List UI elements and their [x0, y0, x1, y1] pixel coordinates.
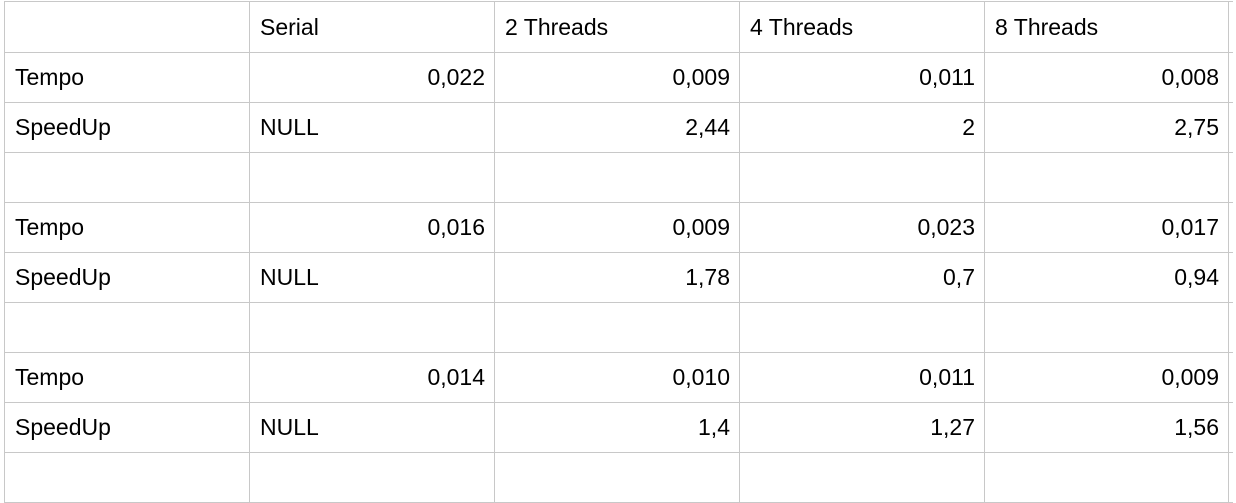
table-cell[interactable]: 0,009 [494, 52, 740, 103]
table-cell[interactable] [739, 302, 985, 353]
edge-cell[interactable] [1228, 352, 1233, 403]
edge-cell[interactable] [1228, 52, 1233, 103]
table-cell[interactable] [494, 302, 740, 353]
table-cell[interactable]: 0,023 [739, 202, 985, 253]
header-cell-corner[interactable] [4, 1, 250, 53]
table-cell[interactable]: 1,27 [739, 402, 985, 453]
table-cell[interactable] [739, 452, 985, 503]
table-cell[interactable] [984, 152, 1229, 203]
header-row: Serial 2 Threads 4 Threads 8 Threads [4, 1, 1233, 53]
table-cell[interactable] [984, 452, 1229, 503]
table-cell[interactable]: 0,009 [494, 202, 740, 253]
row-label-cell[interactable]: SpeedUp [4, 402, 250, 453]
table-cell[interactable]: 0,009 [984, 352, 1229, 403]
row-label-cell[interactable] [4, 452, 250, 503]
table-cell[interactable]: 0,010 [494, 352, 740, 403]
table-cell[interactable]: 0,014 [249, 352, 495, 403]
table-cell[interactable] [494, 452, 740, 503]
header-cell-4-threads[interactable]: 4 Threads [739, 1, 985, 53]
edge-cell[interactable] [1228, 1, 1233, 53]
spreadsheet-body: Serial 2 Threads 4 Threads 8 Threads Tem… [4, 1, 1233, 503]
table-row: Tempo 0,016 0,009 0,023 0,017 [4, 202, 1233, 253]
table-row: SpeedUp NULL 2,44 2 2,75 [4, 102, 1233, 153]
row-label-cell[interactable] [4, 302, 250, 353]
table-cell[interactable]: 1,56 [984, 402, 1229, 453]
table-cell[interactable]: 0,7 [739, 252, 985, 303]
row-label-cell[interactable]: SpeedUp [4, 252, 250, 303]
row-label-cell[interactable]: Tempo [4, 352, 250, 403]
row-label-cell[interactable]: SpeedUp [4, 102, 250, 153]
table-row [4, 152, 1233, 203]
table-row: SpeedUp NULL 1,4 1,27 1,56 [4, 402, 1233, 453]
row-label-cell[interactable]: Tempo [4, 202, 250, 253]
table-cell[interactable] [494, 152, 740, 203]
table-cell[interactable] [249, 302, 495, 353]
header-cell-serial[interactable]: Serial [249, 1, 495, 53]
table-cell[interactable]: NULL [249, 102, 495, 153]
table-row [4, 302, 1233, 353]
table-cell[interactable]: 0,008 [984, 52, 1229, 103]
table-cell[interactable] [249, 452, 495, 503]
edge-cell[interactable] [1228, 302, 1233, 353]
header-cell-2-threads[interactable]: 2 Threads [494, 1, 740, 53]
table-cell[interactable]: 0,017 [984, 202, 1229, 253]
edge-cell[interactable] [1228, 102, 1233, 153]
table-row: SpeedUp NULL 1,78 0,7 0,94 [4, 252, 1233, 303]
table-row [4, 452, 1233, 503]
table-cell[interactable]: 0,016 [249, 202, 495, 253]
table-row: Tempo 0,022 0,009 0,011 0,008 [4, 52, 1233, 103]
spreadsheet-table: Serial 2 Threads 4 Threads 8 Threads Tem… [4, 1, 1233, 503]
edge-cell[interactable] [1228, 452, 1233, 503]
table-cell[interactable]: 2 [739, 102, 985, 153]
table-cell[interactable]: 0,022 [249, 52, 495, 103]
edge-cell[interactable] [1228, 152, 1233, 203]
table-cell[interactable] [984, 302, 1229, 353]
table-cell[interactable]: 2,44 [494, 102, 740, 153]
table-cell[interactable]: 2,75 [984, 102, 1229, 153]
row-label-cell[interactable]: Tempo [4, 52, 250, 103]
table-cell[interactable]: NULL [249, 252, 495, 303]
row-label-cell[interactable] [4, 152, 250, 203]
edge-cell[interactable] [1228, 202, 1233, 253]
table-cell[interactable]: 0,94 [984, 252, 1229, 303]
table-cell[interactable]: NULL [249, 402, 495, 453]
table-cell[interactable] [249, 152, 495, 203]
table-cell[interactable]: 1,78 [494, 252, 740, 303]
header-cell-8-threads[interactable]: 8 Threads [984, 1, 1229, 53]
table-cell[interactable]: 0,011 [739, 52, 985, 103]
table-cell[interactable]: 0,011 [739, 352, 985, 403]
edge-cell[interactable] [1228, 252, 1233, 303]
edge-cell[interactable] [1228, 402, 1233, 453]
table-row: Tempo 0,014 0,010 0,011 0,009 [4, 352, 1233, 403]
table-cell[interactable] [739, 152, 985, 203]
table-cell[interactable]: 1,4 [494, 402, 740, 453]
